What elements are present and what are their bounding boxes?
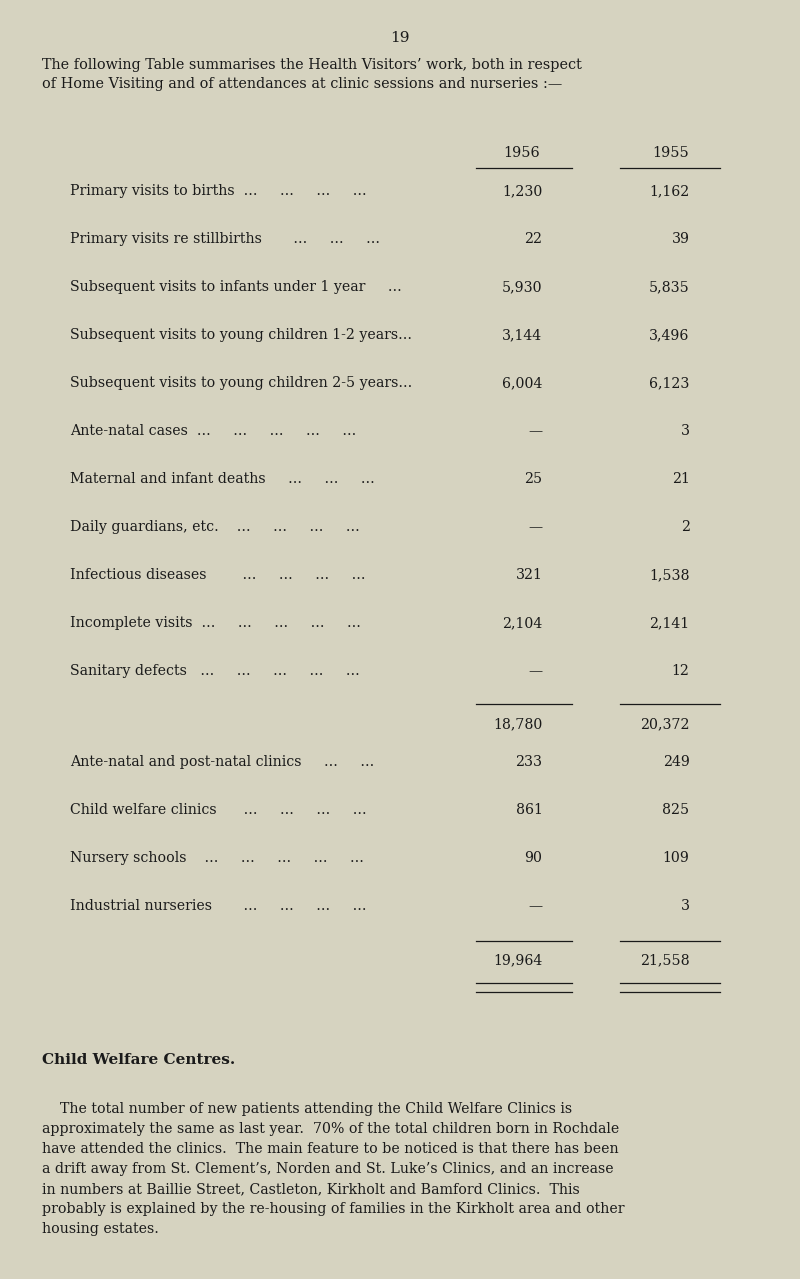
Text: 3,144: 3,144 (502, 327, 542, 341)
Text: Industrial nurseries       ...     ...     ...     ...: Industrial nurseries ... ... ... ... (70, 899, 367, 913)
Text: 6,004: 6,004 (502, 376, 542, 390)
Text: 1955: 1955 (652, 146, 689, 160)
Text: Subsequent visits to young children 1-2 years...: Subsequent visits to young children 1-2 … (70, 327, 413, 341)
Text: Primary visits to births  ...     ...     ...     ...: Primary visits to births ... ... ... ... (70, 184, 367, 198)
Text: 861: 861 (515, 803, 542, 817)
Text: Daily guardians, etc.    ...     ...     ...     ...: Daily guardians, etc. ... ... ... ... (70, 521, 360, 533)
Text: Ante-natal and post-natal clinics     ...     ...: Ante-natal and post-natal clinics ... ..… (70, 755, 374, 769)
Text: Child Welfare Centres.: Child Welfare Centres. (42, 1054, 235, 1067)
Text: Incomplete visits  ...     ...     ...     ...     ...: Incomplete visits ... ... ... ... ... (70, 616, 362, 629)
Text: 25: 25 (524, 472, 542, 486)
Text: 1,538: 1,538 (649, 568, 690, 582)
Text: Primary visits re stillbirths       ...     ...     ...: Primary visits re stillbirths ... ... ..… (70, 233, 381, 246)
Text: Child welfare clinics      ...     ...     ...     ...: Child welfare clinics ... ... ... ... (70, 803, 367, 817)
Text: The total number of new patients attending the Child Welfare Clinics is
approxim: The total number of new patients attendi… (42, 1102, 624, 1237)
Text: Subsequent visits to young children 2-5 years...: Subsequent visits to young children 2-5 … (70, 376, 413, 390)
Text: 90: 90 (525, 852, 542, 865)
Text: Infectious diseases        ...     ...     ...     ...: Infectious diseases ... ... ... ... (70, 568, 366, 582)
Text: —: — (528, 664, 542, 678)
Text: 19,964: 19,964 (493, 954, 542, 967)
Text: Ante-natal cases  ...     ...     ...     ...     ...: Ante-natal cases ... ... ... ... ... (70, 425, 357, 437)
Text: 1956: 1956 (503, 146, 540, 160)
Text: —: — (528, 899, 542, 913)
Text: 3,496: 3,496 (650, 327, 690, 341)
Text: Subsequent visits to infants under 1 year     ...: Subsequent visits to infants under 1 yea… (70, 280, 402, 294)
Text: 2,104: 2,104 (502, 616, 542, 629)
Text: 1,162: 1,162 (650, 184, 690, 198)
Text: 249: 249 (662, 755, 690, 769)
Text: The following Table summarises the Health Visitors’ work, both in respect
of Hom: The following Table summarises the Healt… (42, 58, 582, 91)
Text: 233: 233 (515, 755, 542, 769)
Text: 109: 109 (662, 852, 690, 865)
Text: —: — (528, 521, 542, 533)
Text: 19: 19 (390, 31, 410, 45)
Text: Sanitary defects   ...     ...     ...     ...     ...: Sanitary defects ... ... ... ... ... (70, 664, 360, 678)
Text: 39: 39 (672, 233, 690, 246)
Text: 5,835: 5,835 (649, 280, 690, 294)
Text: —: — (528, 425, 542, 437)
Text: 3: 3 (681, 899, 690, 913)
Text: 20,372: 20,372 (640, 716, 690, 730)
Text: 2: 2 (681, 521, 690, 533)
Text: 12: 12 (672, 664, 690, 678)
Text: 21,558: 21,558 (640, 954, 690, 967)
Text: Maternal and infant deaths     ...     ...     ...: Maternal and infant deaths ... ... ... (70, 472, 375, 486)
Text: 825: 825 (662, 803, 690, 817)
Text: 3: 3 (681, 425, 690, 437)
Text: Nursery schools    ...     ...     ...     ...     ...: Nursery schools ... ... ... ... ... (70, 852, 364, 865)
Text: 2,141: 2,141 (650, 616, 690, 629)
Text: 6,123: 6,123 (650, 376, 690, 390)
Text: 321: 321 (515, 568, 542, 582)
Text: 1,230: 1,230 (502, 184, 542, 198)
Text: 5,930: 5,930 (502, 280, 542, 294)
Text: 22: 22 (525, 233, 542, 246)
Text: 21: 21 (672, 472, 690, 486)
Text: 18,780: 18,780 (493, 716, 542, 730)
